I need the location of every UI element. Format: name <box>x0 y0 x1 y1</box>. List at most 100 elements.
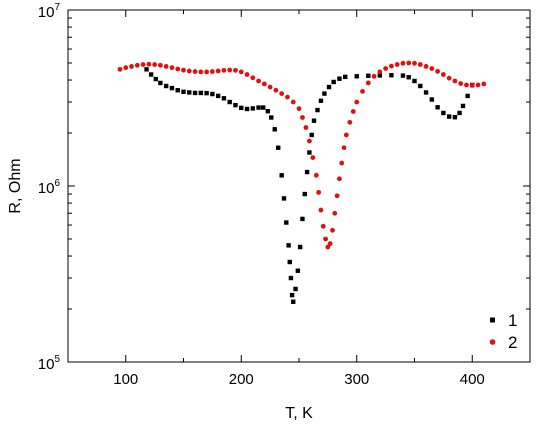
data-point <box>327 241 333 247</box>
data-point <box>140 62 146 67</box>
data-point <box>300 115 305 120</box>
data-point <box>446 114 452 119</box>
data-point <box>284 220 289 225</box>
data-point <box>394 62 400 67</box>
data-point <box>221 67 227 73</box>
data-point <box>435 68 440 74</box>
data-point <box>304 169 310 175</box>
data-point <box>318 98 324 103</box>
data-point <box>360 88 365 94</box>
data-point <box>354 74 359 79</box>
data-point <box>306 138 312 144</box>
data-point <box>339 160 345 166</box>
data-point <box>287 259 292 265</box>
data-point <box>323 236 328 242</box>
data-point <box>272 127 277 132</box>
data-point <box>341 145 347 151</box>
data-point <box>279 91 285 96</box>
data-point <box>148 72 154 77</box>
data-point <box>187 90 192 95</box>
legend-label: 2 <box>508 333 517 352</box>
data-point <box>192 90 198 96</box>
data-point <box>400 73 406 78</box>
data-point <box>320 223 326 229</box>
y-tick-label: 105 <box>38 354 61 373</box>
plot-frame <box>67 9 531 363</box>
data-point <box>475 82 481 88</box>
data-point <box>452 114 458 120</box>
data-point <box>265 109 271 114</box>
data-point <box>423 64 429 69</box>
data-point <box>261 81 267 87</box>
data-point <box>276 145 281 150</box>
data-point <box>377 69 383 75</box>
data-point <box>233 102 238 108</box>
data-point <box>267 84 273 90</box>
data-point <box>310 155 316 160</box>
data-point <box>238 69 244 75</box>
data-point <box>227 67 233 73</box>
data-point <box>198 69 204 75</box>
data-point <box>332 210 338 216</box>
data-point <box>389 73 394 78</box>
data-point <box>289 292 295 298</box>
data-point <box>347 119 353 125</box>
data-point <box>117 66 123 72</box>
data-point <box>169 85 175 91</box>
x-tick-label: 400 <box>460 371 485 388</box>
data-point <box>281 196 287 201</box>
data-point <box>350 109 356 114</box>
data-point <box>366 73 371 78</box>
data-point <box>429 66 435 71</box>
data-point <box>279 173 284 178</box>
data-point <box>153 76 158 82</box>
data-point <box>215 93 221 99</box>
data-series <box>117 60 487 304</box>
data-point <box>400 60 406 66</box>
data-point <box>371 73 377 79</box>
data-point <box>441 110 446 116</box>
data-point <box>260 105 266 110</box>
data-point <box>417 62 423 67</box>
data-point <box>210 91 215 97</box>
data-point <box>290 99 296 105</box>
y-tick-label: 107 <box>38 2 61 21</box>
data-point <box>297 244 303 250</box>
data-point <box>423 90 429 95</box>
data-point <box>239 105 244 111</box>
data-point <box>365 80 371 86</box>
legend-marker <box>489 339 496 345</box>
data-point <box>221 96 227 101</box>
data-point <box>250 106 255 111</box>
data-point <box>481 81 487 87</box>
data-point <box>227 99 232 105</box>
data-point <box>460 103 466 109</box>
data-point <box>244 72 250 77</box>
data-point <box>334 193 340 199</box>
data-point <box>269 115 274 120</box>
data-point <box>300 216 305 222</box>
data-point <box>318 207 324 213</box>
data-point <box>406 75 411 80</box>
data-point <box>429 97 435 102</box>
y-axis-label: R, Ohm <box>7 158 24 213</box>
y-axis: 105 106 107 <box>38 2 530 373</box>
data-point <box>446 75 452 81</box>
data-point <box>313 172 319 178</box>
data-point <box>354 99 360 105</box>
data-point <box>256 105 261 110</box>
data-point <box>322 91 327 96</box>
x-tick-label: 200 <box>229 371 254 388</box>
data-point <box>303 125 309 130</box>
data-point <box>377 73 383 78</box>
data-point <box>291 299 296 304</box>
data-point <box>412 60 417 66</box>
data-point <box>302 191 307 197</box>
data-point <box>163 83 169 89</box>
data-point <box>158 62 163 68</box>
series-1 <box>144 67 475 304</box>
data-point <box>250 75 256 81</box>
data-point <box>311 118 317 123</box>
data-point <box>457 110 462 116</box>
